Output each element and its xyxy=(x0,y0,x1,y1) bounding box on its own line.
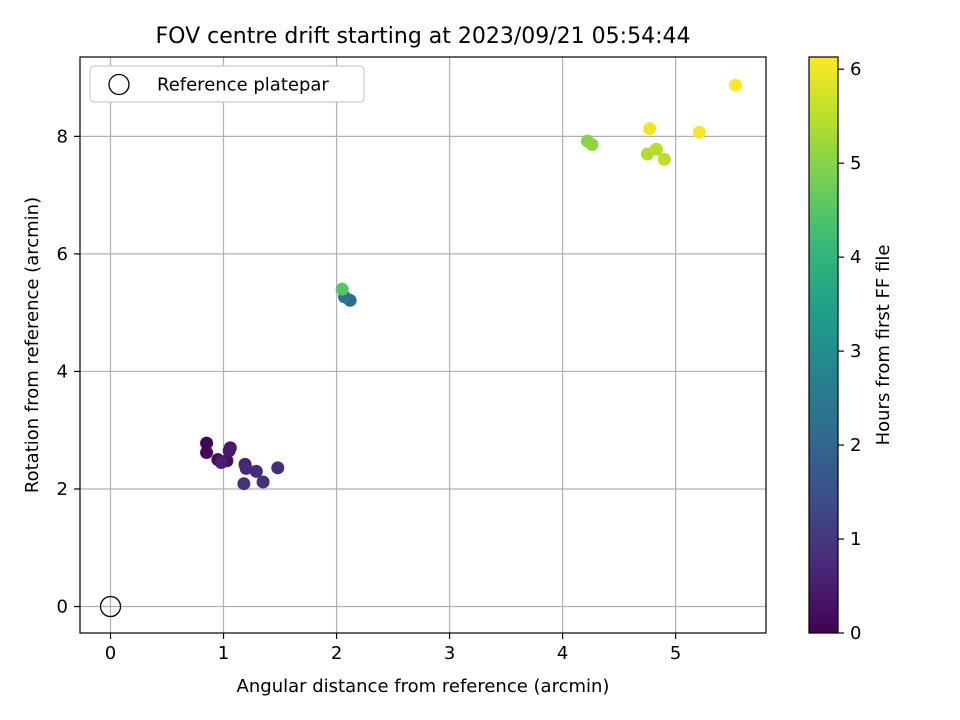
y-tick-label: 2 xyxy=(57,479,68,500)
y-tick-label: 8 xyxy=(57,126,68,147)
x-tick-label: 0 xyxy=(105,643,116,664)
legend-label: Reference platepar xyxy=(157,75,329,96)
legend: Reference platepar xyxy=(89,65,365,103)
data-point xyxy=(335,282,349,296)
colorbar-tick-label: 6 xyxy=(850,59,861,80)
chart-title: FOV centre drift starting at 2023/09/21 … xyxy=(156,24,691,49)
plot-frame xyxy=(79,56,767,634)
data-point xyxy=(649,142,663,156)
colorbar-tick-label: 1 xyxy=(850,529,861,550)
data-point xyxy=(692,125,706,139)
x-tick-label: 3 xyxy=(444,643,455,664)
y-tick-label: 4 xyxy=(57,361,68,382)
data-point xyxy=(728,78,742,92)
data-point xyxy=(200,436,214,450)
legend-open-circle-marker xyxy=(108,73,130,96)
data-point xyxy=(237,477,251,491)
colorbar-tick-label: 5 xyxy=(850,153,861,174)
data-point xyxy=(214,456,228,470)
x-axis-label: Angular distance from reference (arcmin) xyxy=(237,676,610,697)
colorbar-tick-label: 3 xyxy=(850,341,861,362)
data-point xyxy=(239,461,253,475)
data-point xyxy=(249,464,263,478)
x-tick-label: 2 xyxy=(331,643,342,664)
data-point xyxy=(271,461,285,475)
data-point xyxy=(643,122,657,136)
y-tick-label: 0 xyxy=(57,597,68,618)
colorbar-gradient xyxy=(808,56,839,634)
data-point xyxy=(657,152,671,166)
reference-point-marker xyxy=(99,595,122,618)
legend-box xyxy=(89,65,365,103)
colorbar-tick-label: 4 xyxy=(850,247,861,268)
x-tick-label: 1 xyxy=(218,643,229,664)
colorbar-tick-label: 2 xyxy=(850,435,861,456)
data-point xyxy=(200,446,214,460)
x-tick-label: 4 xyxy=(557,643,568,664)
x-tick-label: 5 xyxy=(670,643,681,664)
y-tick-label: 6 xyxy=(57,244,68,265)
colorbar: 0 1 2 3 4 5 6 xyxy=(808,56,861,644)
colorbar-label: Hours from first FF file xyxy=(873,245,894,446)
data-point xyxy=(585,138,599,152)
colorbar-tick-label: 0 xyxy=(850,623,861,644)
y-axis-label: Rotation from reference (arcmin) xyxy=(22,197,43,493)
data-point xyxy=(256,475,270,489)
data-point xyxy=(222,444,236,458)
plot-layer: 0 1 2 3 4 5 0 2 4 6 8 xyxy=(57,56,767,664)
